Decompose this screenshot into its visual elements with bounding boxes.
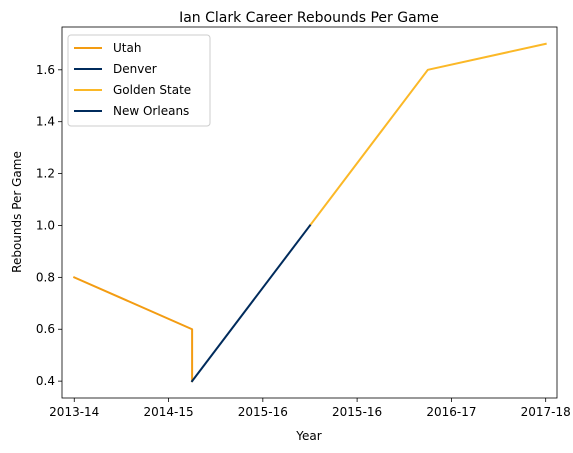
y-axis-ticks: 0.4 0.6 0.8 1.0 1.2 1.4 1.6 bbox=[36, 63, 62, 388]
y-tick-label: 0.4 bbox=[36, 374, 55, 388]
plot-frame bbox=[61, 26, 558, 399]
x-axis-label: Year bbox=[295, 429, 321, 443]
y-tick-label: 1.2 bbox=[36, 167, 55, 181]
legend-label-new-orleans: New Orleans bbox=[113, 104, 189, 118]
x-tick-label: 2013-14 bbox=[49, 405, 99, 419]
series-line-utah bbox=[72, 276, 194, 383]
x-tick-label: 2014-15 bbox=[143, 405, 193, 419]
series-line-golden-state bbox=[308, 42, 547, 227]
legend-label-golden-state: Golden State bbox=[113, 83, 191, 97]
x-tick-label: 2015-16 bbox=[332, 405, 382, 419]
x-tick-label: 2015-16 bbox=[238, 405, 288, 419]
legend: Utah Denver Golden State New Orleans bbox=[67, 34, 211, 127]
y-tick-label: 1.6 bbox=[36, 63, 55, 77]
series-layer bbox=[72, 42, 547, 383]
legend-label-denver: Denver bbox=[113, 62, 157, 76]
y-tick-label: 1.4 bbox=[36, 115, 55, 129]
y-tick-label: 1.0 bbox=[36, 218, 55, 232]
legend-box bbox=[67, 34, 211, 127]
chart-title: Ian Clark Career Rebounds Per Game bbox=[179, 10, 439, 26]
legend-label-utah: Utah bbox=[113, 41, 141, 55]
x-tick-label: 2016-17 bbox=[426, 405, 476, 419]
y-tick-label: 0.6 bbox=[36, 322, 55, 336]
y-axis-label: Rebounds Per Game bbox=[10, 151, 24, 273]
series-line-new-orleans bbox=[190, 224, 312, 383]
x-axis-ticks: 2013-14 2014-15 2015-16 2015-16 2016-17 2017-… bbox=[49, 398, 571, 419]
x-tick-label: 2017-18 bbox=[521, 405, 571, 419]
y-tick-label: 0.8 bbox=[36, 270, 55, 284]
